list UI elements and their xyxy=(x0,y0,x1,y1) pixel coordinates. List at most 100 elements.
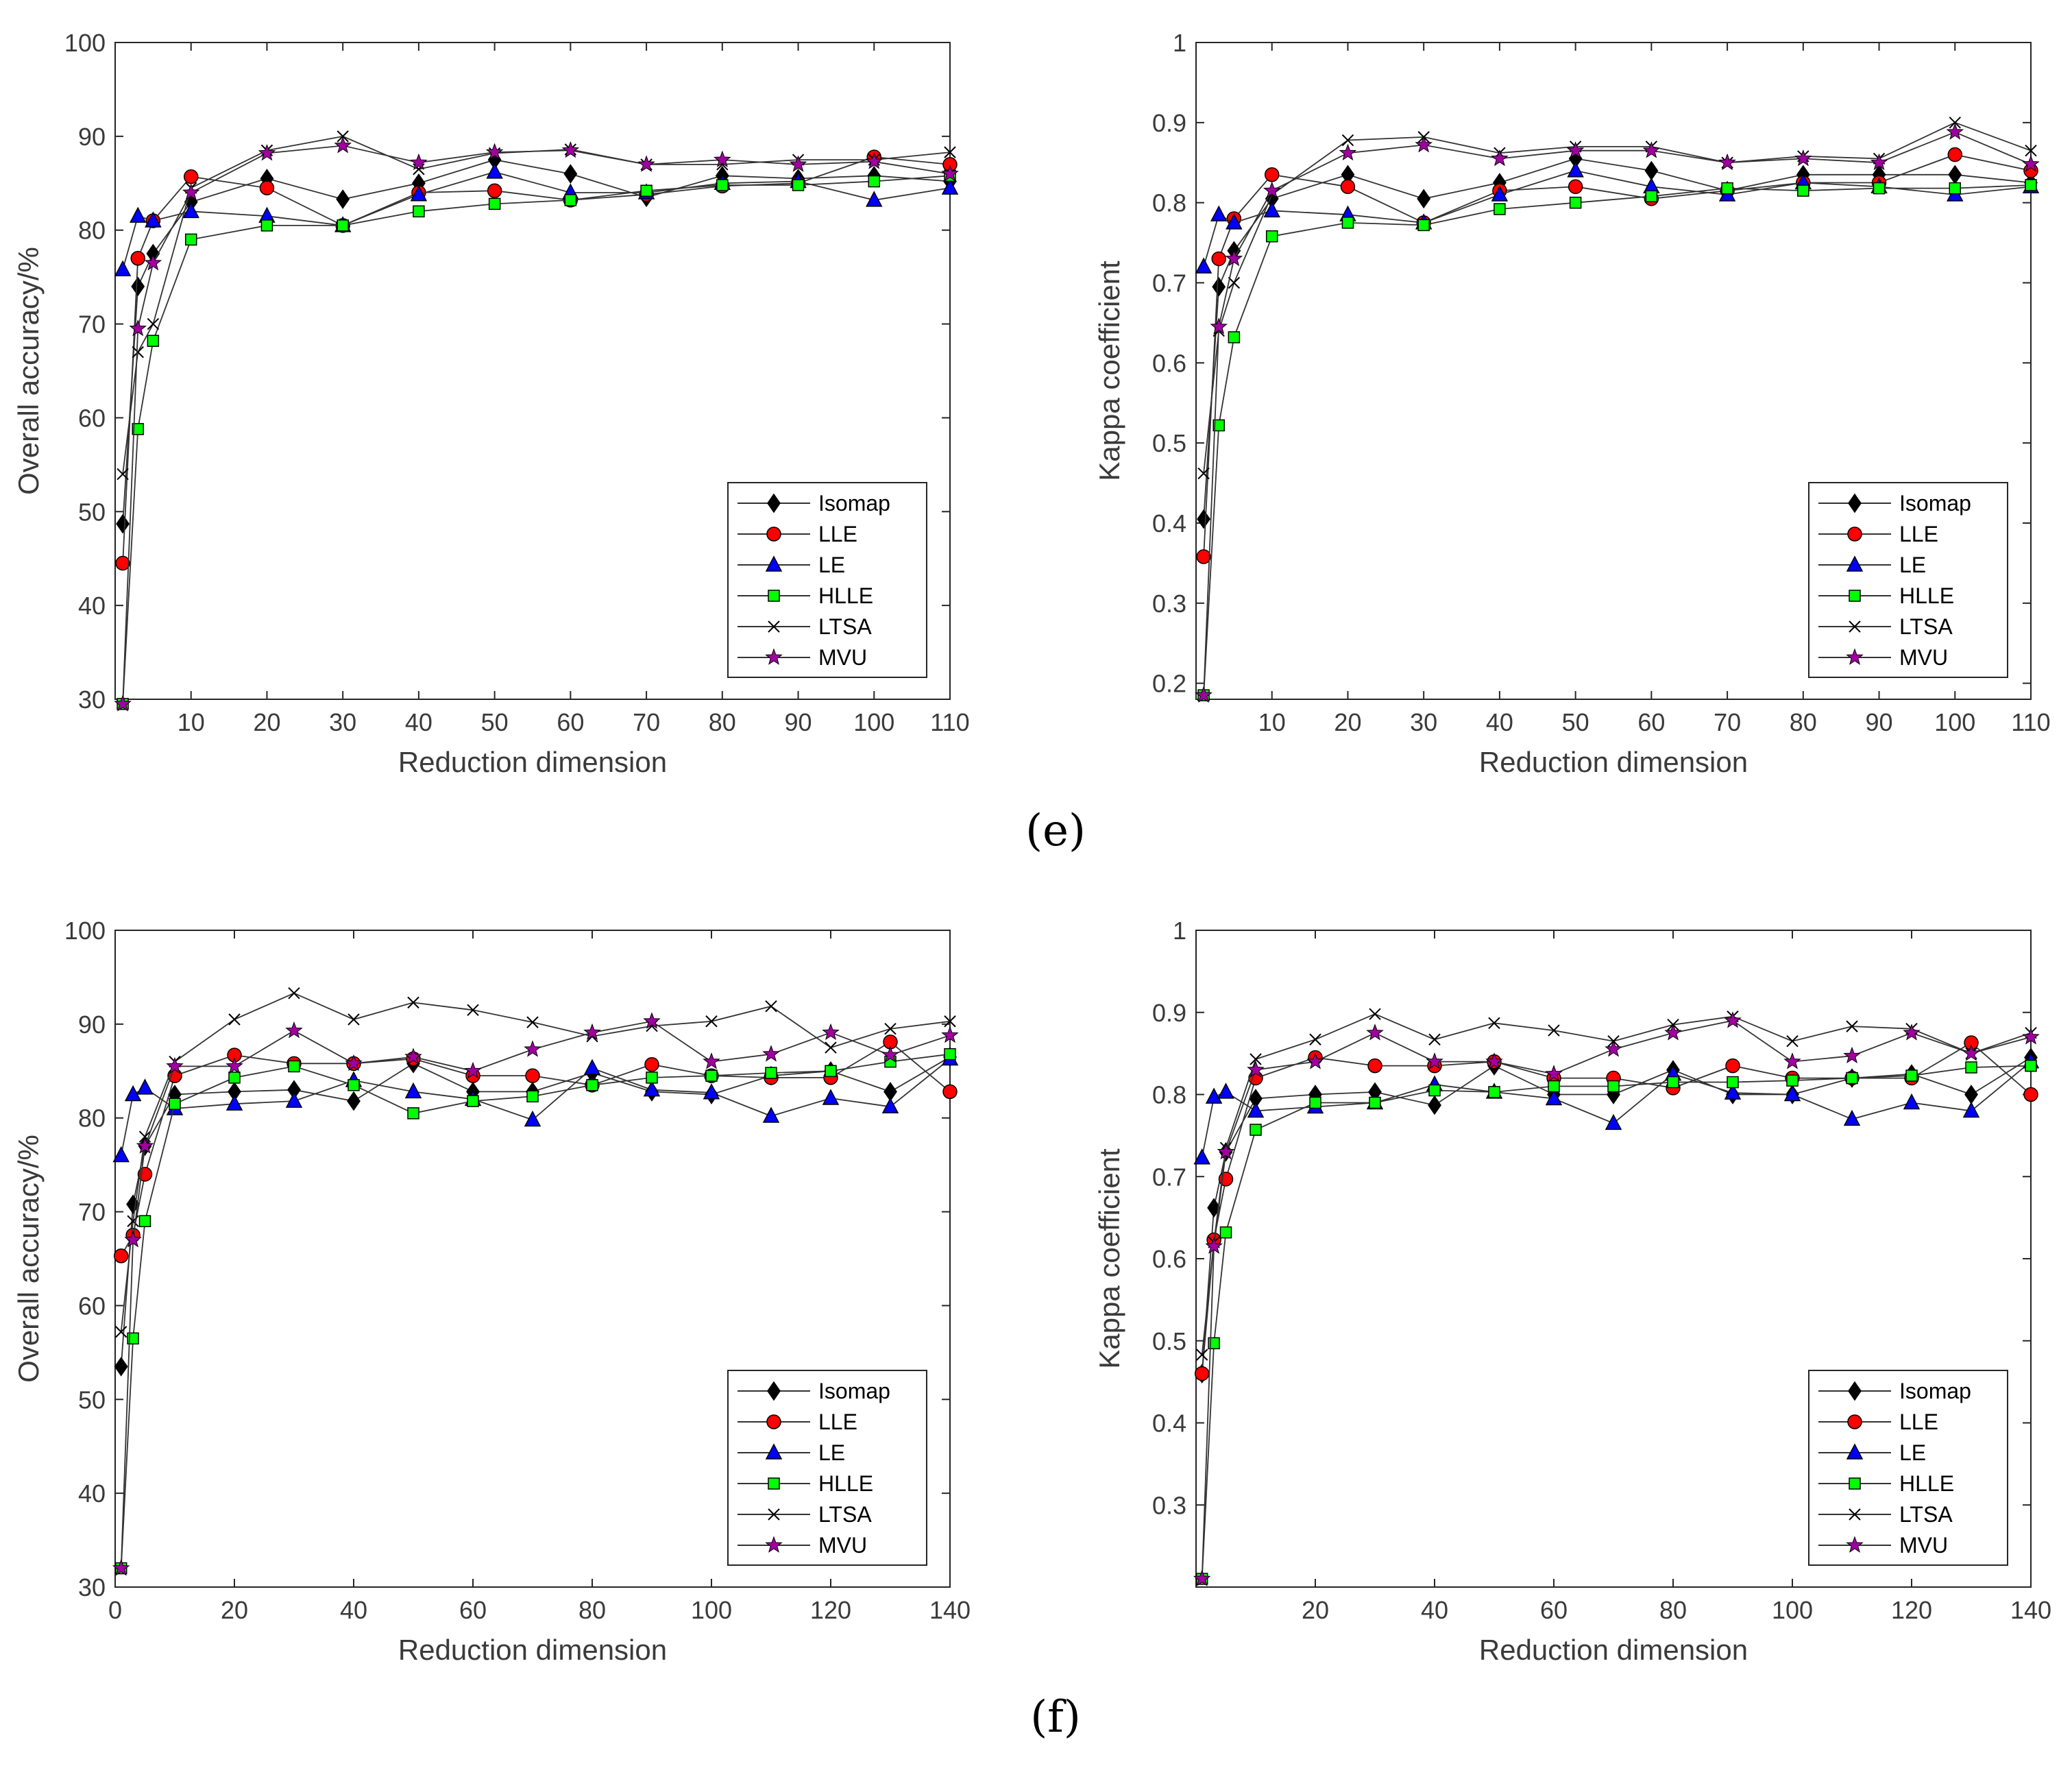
y-tick-label: 0.4 xyxy=(1152,509,1186,537)
y-axis-title: Kappa coefficient xyxy=(1093,1148,1125,1369)
data-point-hlle xyxy=(228,1072,241,1084)
data-point-ltsa xyxy=(467,1004,479,1017)
data-point-mvu xyxy=(182,183,200,200)
data-point-le xyxy=(1724,1083,1742,1100)
data-point-hlle xyxy=(1417,219,1430,232)
data-point-lle xyxy=(1367,1058,1382,1074)
y-tick-label: 80 xyxy=(78,1104,106,1133)
data-point-hlle xyxy=(564,194,577,206)
data-point-ltsa xyxy=(1949,117,1961,129)
x-tick-label: 90 xyxy=(785,708,812,736)
data-point-hlle xyxy=(1965,1061,1977,1074)
data-point-ltsa xyxy=(114,1326,127,1338)
x-tick-label: 110 xyxy=(930,708,969,736)
x-tick-label: 20 xyxy=(221,1596,248,1624)
legend-marker-hlle xyxy=(768,590,780,602)
x-tick-label: 110 xyxy=(2011,708,2050,736)
y-axis-title: Overall accuracy/% xyxy=(12,1135,45,1383)
legend-marker-lle xyxy=(1847,527,1862,542)
data-point-hlle xyxy=(1369,1096,1381,1109)
legend-label-isomap: Isomap xyxy=(1899,491,1971,516)
y-tick-label: 80 xyxy=(78,217,106,245)
data-point-mvu xyxy=(1946,123,1964,140)
data-point-lle xyxy=(2023,1087,2038,1102)
data-point-le xyxy=(124,1085,142,1102)
data-point-hlle xyxy=(348,1079,360,1091)
legend-label-le: LE xyxy=(818,553,845,577)
legend-label-mvu: MVU xyxy=(818,645,867,670)
data-point-le xyxy=(404,1082,422,1099)
legend: Isomap LLE LE HLLE LTSA MVU xyxy=(727,482,927,678)
legend-marker-le xyxy=(765,1443,783,1460)
legend-label-hlle: HLLE xyxy=(818,583,873,608)
legend-marker-ltsa xyxy=(1849,1508,1861,1521)
data-point-ltsa xyxy=(705,1015,718,1028)
data-point-lle xyxy=(1568,179,1583,195)
data-point-ltsa xyxy=(348,1013,360,1026)
data-point-hlle xyxy=(1949,182,1962,195)
data-point-mvu xyxy=(166,1056,184,1074)
data-point-mvu xyxy=(1263,181,1281,198)
legend-box xyxy=(727,1370,927,1566)
data-point-ltsa xyxy=(944,1015,956,1028)
x-tick-label: 60 xyxy=(459,1596,487,1624)
data-point-isomap xyxy=(336,189,350,209)
x-tick-label: 60 xyxy=(1540,1596,1568,1624)
y-tick-label: 0.8 xyxy=(1152,1081,1186,1109)
data-point-mvu xyxy=(1718,153,1736,171)
data-point-le xyxy=(410,185,428,202)
legend-box xyxy=(1808,482,2008,678)
legend: Isomap LLE LE HLLE LTSA MVU xyxy=(1808,482,2008,678)
legend-marker-hlle xyxy=(1849,590,1861,602)
data-point-hlle xyxy=(868,175,881,188)
data-point-mvu xyxy=(410,153,428,171)
legend-label-ltsa: LTSA xyxy=(818,614,872,639)
data-point-le xyxy=(1193,1148,1210,1165)
data-point-isomap xyxy=(563,164,578,184)
data-point-hlle xyxy=(2025,179,2037,191)
data-point-le xyxy=(1783,1085,1801,1102)
data-point-le xyxy=(114,260,132,276)
data-point-lle xyxy=(487,183,502,198)
data-point-le xyxy=(1195,257,1212,274)
data-point-hlle xyxy=(147,335,160,347)
y-tick-label: 90 xyxy=(78,1011,106,1039)
x-tick-label: 10 xyxy=(1258,708,1286,736)
data-point-hlle xyxy=(1265,230,1278,243)
data-point-ltsa xyxy=(1228,276,1241,289)
data-point-hlle xyxy=(288,1060,300,1073)
x-tick-label: 20 xyxy=(253,708,280,736)
y-tick-label: 0.4 xyxy=(1152,1410,1186,1438)
y-tick-label: 60 xyxy=(78,1292,106,1320)
legend-marker-ltsa xyxy=(1849,620,1861,633)
data-point-hlle xyxy=(825,1065,837,1078)
data-point-mvu xyxy=(1545,1065,1563,1082)
data-point-hlle xyxy=(132,423,144,435)
data-point-mvu xyxy=(1217,1142,1235,1160)
data-point-hlle xyxy=(407,1107,419,1120)
data-point-le xyxy=(1205,1087,1223,1104)
data-point-mvu xyxy=(762,1045,780,1062)
chart-e-oa: 10 20 30 40 50 60 70 80 90 100 110 30 40 50 60 70 80 90 10… xyxy=(12,29,970,778)
y-tick-label: 40 xyxy=(78,592,106,620)
data-point-le xyxy=(1226,213,1243,230)
x-tick-label: 60 xyxy=(557,708,584,736)
data-point-hlle xyxy=(586,1079,598,1091)
data-point-ltsa xyxy=(132,346,144,359)
series-ltsa xyxy=(114,987,956,1338)
data-point-ltsa xyxy=(407,996,419,1009)
legend-label-le: LE xyxy=(1899,1440,1926,1465)
data-point-le xyxy=(1210,205,1228,221)
x-tick-label: 40 xyxy=(405,708,432,736)
legend-marker-lle xyxy=(766,527,781,542)
data-point-mvu xyxy=(524,1040,541,1057)
data-point-ltsa xyxy=(1309,1033,1321,1045)
data-point-isomap xyxy=(1212,277,1226,297)
y-tick-label: 1 xyxy=(1173,29,1186,57)
data-point-mvu xyxy=(1210,317,1228,335)
data-point-le xyxy=(524,1110,541,1127)
legend-marker-mvu xyxy=(1846,648,1864,665)
data-point-ltsa xyxy=(526,1016,539,1028)
data-point-hlle xyxy=(1569,196,1582,209)
